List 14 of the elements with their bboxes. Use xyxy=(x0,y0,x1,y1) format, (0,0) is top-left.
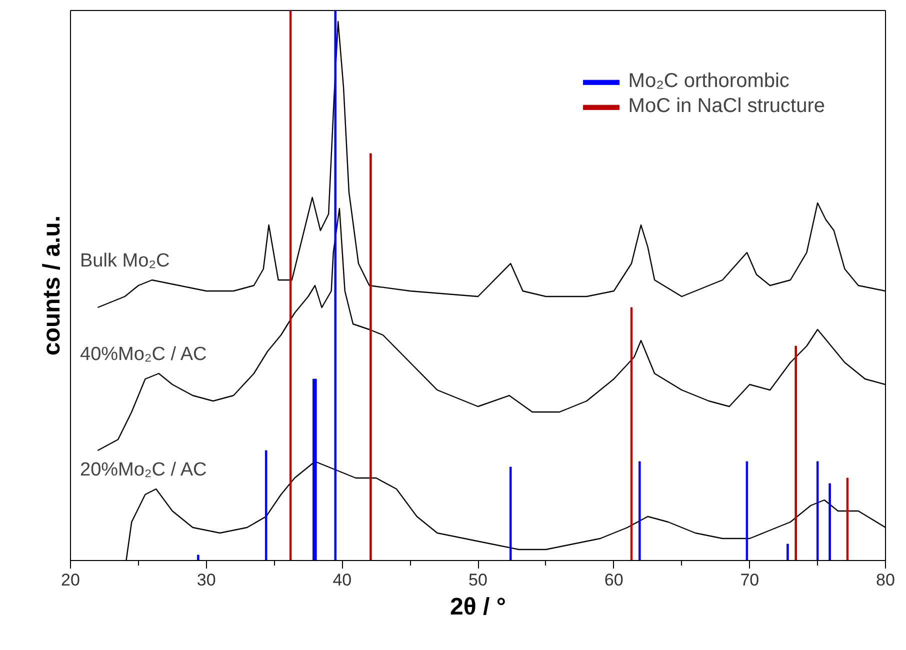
x-tick-label: 50 xyxy=(468,570,488,590)
x-tick-label: 30 xyxy=(196,570,216,590)
x-tick-label: 20 xyxy=(61,570,80,590)
x-axis-title: 2θ / ° xyxy=(450,594,506,620)
series-label: 20%Mo₂C / AC xyxy=(80,459,207,480)
series-label: 40%Mo₂C / AC xyxy=(80,344,207,365)
legend-label: Mo₂C orthorombic xyxy=(628,70,790,93)
x-tick-label: 70 xyxy=(740,570,760,590)
legend-label: MoC in NaCl structure xyxy=(628,95,825,118)
y-axis-title: counts / a.u. xyxy=(38,215,66,356)
x-tick-label: 80 xyxy=(876,570,895,590)
x-tick-label: 40 xyxy=(332,570,352,590)
series-label: Bulk Mo₂C xyxy=(80,250,170,272)
x-tick-label: 60 xyxy=(604,570,624,590)
